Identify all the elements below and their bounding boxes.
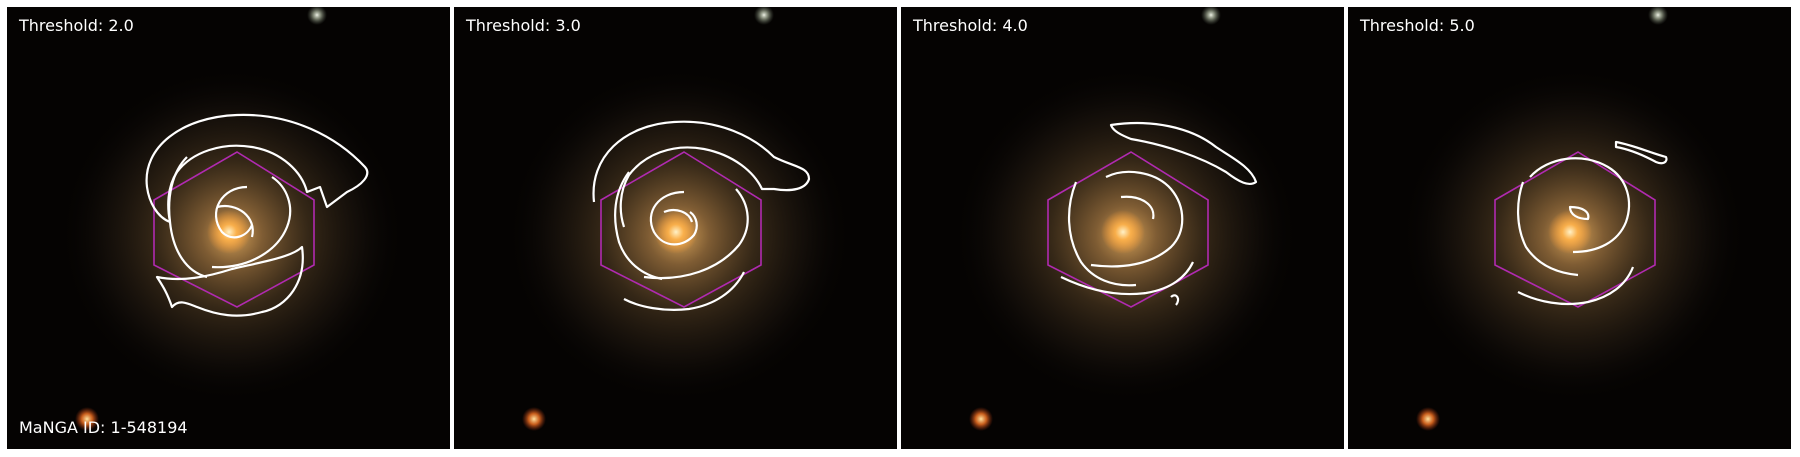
manga-id-label: MaNGA ID: 1-548194: [19, 418, 188, 437]
panel-threshold-5: Threshold: 5.0: [1348, 7, 1791, 449]
ifu-hexagon: [600, 151, 762, 308]
arm-contours: [1060, 122, 1258, 306]
panel-threshold-4: Threshold: 4.0: [901, 7, 1344, 449]
galaxy-image: [454, 7, 897, 449]
threshold-label: Threshold: 3.0: [466, 16, 581, 35]
ifu-hexagon: [1047, 151, 1209, 308]
arm-contours: [145, 113, 369, 317]
ifu-hexagon: [1494, 151, 1656, 308]
ifu-hexagon: [153, 151, 315, 308]
galaxy-image: [1348, 7, 1791, 449]
panel-threshold-2: Threshold: 2.0 MaNGA ID: 1-548194: [7, 7, 450, 449]
arm-contours: [1516, 140, 1668, 306]
threshold-label: Threshold: 2.0: [19, 16, 134, 35]
panel-threshold-3: Threshold: 3.0: [454, 7, 897, 449]
threshold-label: Threshold: 4.0: [913, 16, 1028, 35]
galaxy-image: [7, 7, 450, 449]
galaxy-image: [901, 7, 1344, 449]
threshold-label: Threshold: 5.0: [1360, 16, 1475, 35]
arm-contours: [592, 120, 811, 311]
